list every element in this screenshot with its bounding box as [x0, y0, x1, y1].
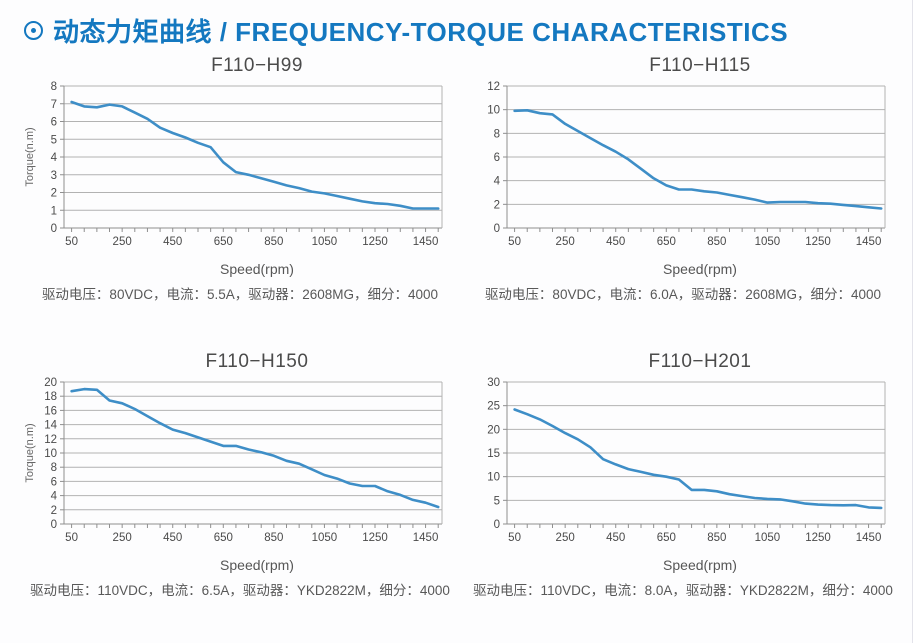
- torque-curve-plot: 0 2 4 6 8 10 12 14 16 18 20 50 250 450 650 850 1050 1250 1…: [24, 376, 450, 554]
- svg-text:4: 4: [494, 176, 501, 188]
- svg-text:50: 50: [508, 532, 521, 544]
- chart-caption: 驱动电压：110VDC，电流：6.5A，驱动器：YKD2822M，细分：4000: [30, 583, 450, 598]
- svg-text:0: 0: [51, 519, 57, 531]
- svg-text:12: 12: [44, 434, 57, 446]
- chart-caption: 驱动电压：80VDC，电流：5.5A，驱动器：2608MG，细分：4000: [41, 287, 439, 302]
- svg-text:0: 0: [51, 223, 57, 235]
- svg-text:10: 10: [487, 472, 500, 484]
- svg-text:15: 15: [487, 448, 500, 460]
- svg-text:1450: 1450: [413, 236, 439, 248]
- svg-text:20: 20: [487, 424, 500, 436]
- svg-text:1050: 1050: [312, 236, 338, 248]
- svg-text:1: 1: [51, 205, 57, 217]
- svg-text:1050: 1050: [755, 236, 781, 248]
- x-axis-label: Speed(rpm): [663, 261, 737, 277]
- svg-text:50: 50: [508, 236, 521, 248]
- chart-block-f110-h150: F110−H150 0 2 4 6 8 10 12 14 16 18 20 50 250 450 650 85…: [24, 350, 456, 642]
- svg-text:14: 14: [44, 420, 57, 432]
- torque-curve-plot: 0 5 10 15 20 25 30 50 250 450 650 850 1050 1250 1450: [467, 376, 893, 554]
- svg-text:850: 850: [707, 236, 726, 248]
- svg-text:Torque(n.m): Torque(n.m): [24, 423, 36, 482]
- svg-text:1450: 1450: [856, 236, 882, 248]
- svg-text:2: 2: [51, 505, 57, 517]
- x-axis-label: Speed(rpm): [220, 261, 294, 277]
- svg-text:650: 650: [657, 532, 676, 544]
- svg-text:7: 7: [51, 99, 57, 111]
- svg-text:450: 450: [163, 236, 182, 248]
- svg-text:6: 6: [494, 152, 500, 164]
- svg-text:450: 450: [606, 236, 625, 248]
- svg-text:850: 850: [264, 532, 283, 544]
- x-axis-label: Speed(rpm): [663, 557, 737, 573]
- svg-text:2: 2: [494, 199, 500, 211]
- svg-text:50: 50: [65, 236, 78, 248]
- svg-text:1250: 1250: [362, 236, 388, 248]
- svg-text:4: 4: [51, 491, 58, 503]
- section-title: 动态力矩曲线 / FREQUENCY-TORQUE CHARACTERISTIC…: [53, 16, 789, 47]
- svg-text:650: 650: [214, 532, 233, 544]
- svg-text:450: 450: [606, 532, 625, 544]
- svg-text:650: 650: [214, 236, 233, 248]
- chart-title: F110−H201: [648, 351, 752, 372]
- svg-text:30: 30: [487, 377, 500, 389]
- chart-title: F110−H150: [205, 351, 309, 372]
- svg-text:20: 20: [44, 377, 57, 389]
- torque-curve-plot: 0 2 4 6 8 10 12 50 250 450 650 850 1050 1250 1450: [467, 80, 893, 258]
- section-header: 动态力矩曲线 / FREQUENCY-TORQUE CHARACTERISTIC…: [0, 0, 912, 48]
- svg-text:450: 450: [163, 532, 182, 544]
- svg-text:8: 8: [51, 462, 57, 474]
- svg-text:5: 5: [494, 495, 500, 507]
- svg-text:250: 250: [556, 532, 575, 544]
- svg-text:250: 250: [113, 236, 132, 248]
- svg-text:8: 8: [51, 81, 57, 93]
- svg-text:6: 6: [51, 117, 57, 129]
- svg-text:3: 3: [51, 170, 57, 182]
- svg-text:1250: 1250: [805, 532, 831, 544]
- svg-text:0: 0: [494, 519, 500, 531]
- svg-text:250: 250: [113, 532, 132, 544]
- chart-block-f110-h201: F110−H201 0 5 10 15 20 25 30 50 250 450 650 850 1050…: [467, 350, 899, 642]
- chart-title: F110−H115: [649, 55, 751, 76]
- circle-dot-icon: [24, 20, 43, 40]
- svg-text:0: 0: [494, 223, 500, 235]
- svg-text:1050: 1050: [312, 532, 338, 544]
- svg-text:2: 2: [51, 188, 57, 200]
- svg-text:12: 12: [487, 81, 500, 93]
- svg-text:6: 6: [51, 476, 57, 488]
- svg-text:1250: 1250: [362, 532, 388, 544]
- svg-text:650: 650: [657, 236, 676, 248]
- svg-text:4: 4: [51, 152, 58, 164]
- svg-text:Torque(n.m): Torque(n.m): [24, 127, 36, 186]
- svg-text:5: 5: [51, 134, 57, 146]
- svg-text:1250: 1250: [805, 236, 831, 248]
- x-axis-label: Speed(rpm): [220, 557, 294, 573]
- chart-caption: 驱动电压：110VDC，电流：8.0A，驱动器：YKD2822M，细分：4000: [473, 583, 893, 598]
- svg-text:850: 850: [707, 532, 726, 544]
- svg-text:850: 850: [264, 236, 283, 248]
- torque-curve-plot: 0 1 2 3 4 5 6 7 8 50 250 450 650 850 1050 1250 1450 Torqu…: [24, 80, 450, 258]
- chart-block-f110-h115: F110−H115 0 2 4 6 8 10 12 50 250 450 650 850 1050 125…: [467, 54, 899, 346]
- chart-title: F110−H99: [211, 55, 303, 76]
- svg-text:10: 10: [44, 448, 57, 460]
- chart-block-f110-h99: F110−H99 0 1 2 3 4 5 6 7 8 50 250 450 650 850 1050 1250…: [24, 54, 456, 346]
- svg-text:1450: 1450: [413, 532, 439, 544]
- svg-text:18: 18: [44, 391, 57, 403]
- svg-text:25: 25: [487, 401, 500, 413]
- svg-text:1050: 1050: [755, 532, 781, 544]
- svg-text:16: 16: [44, 405, 57, 417]
- svg-text:50: 50: [65, 532, 78, 544]
- svg-text:8: 8: [494, 128, 500, 140]
- svg-text:250: 250: [556, 236, 575, 248]
- charts-grid: F110−H99 0 1 2 3 4 5 6 7 8 50 250 450 650 850 1050 1250…: [0, 48, 912, 642]
- chart-caption: 驱动电压：80VDC，电流：6.0A，驱动器：2608MG，细分：4000: [484, 287, 882, 302]
- svg-text:1450: 1450: [856, 532, 882, 544]
- svg-text:10: 10: [487, 105, 500, 117]
